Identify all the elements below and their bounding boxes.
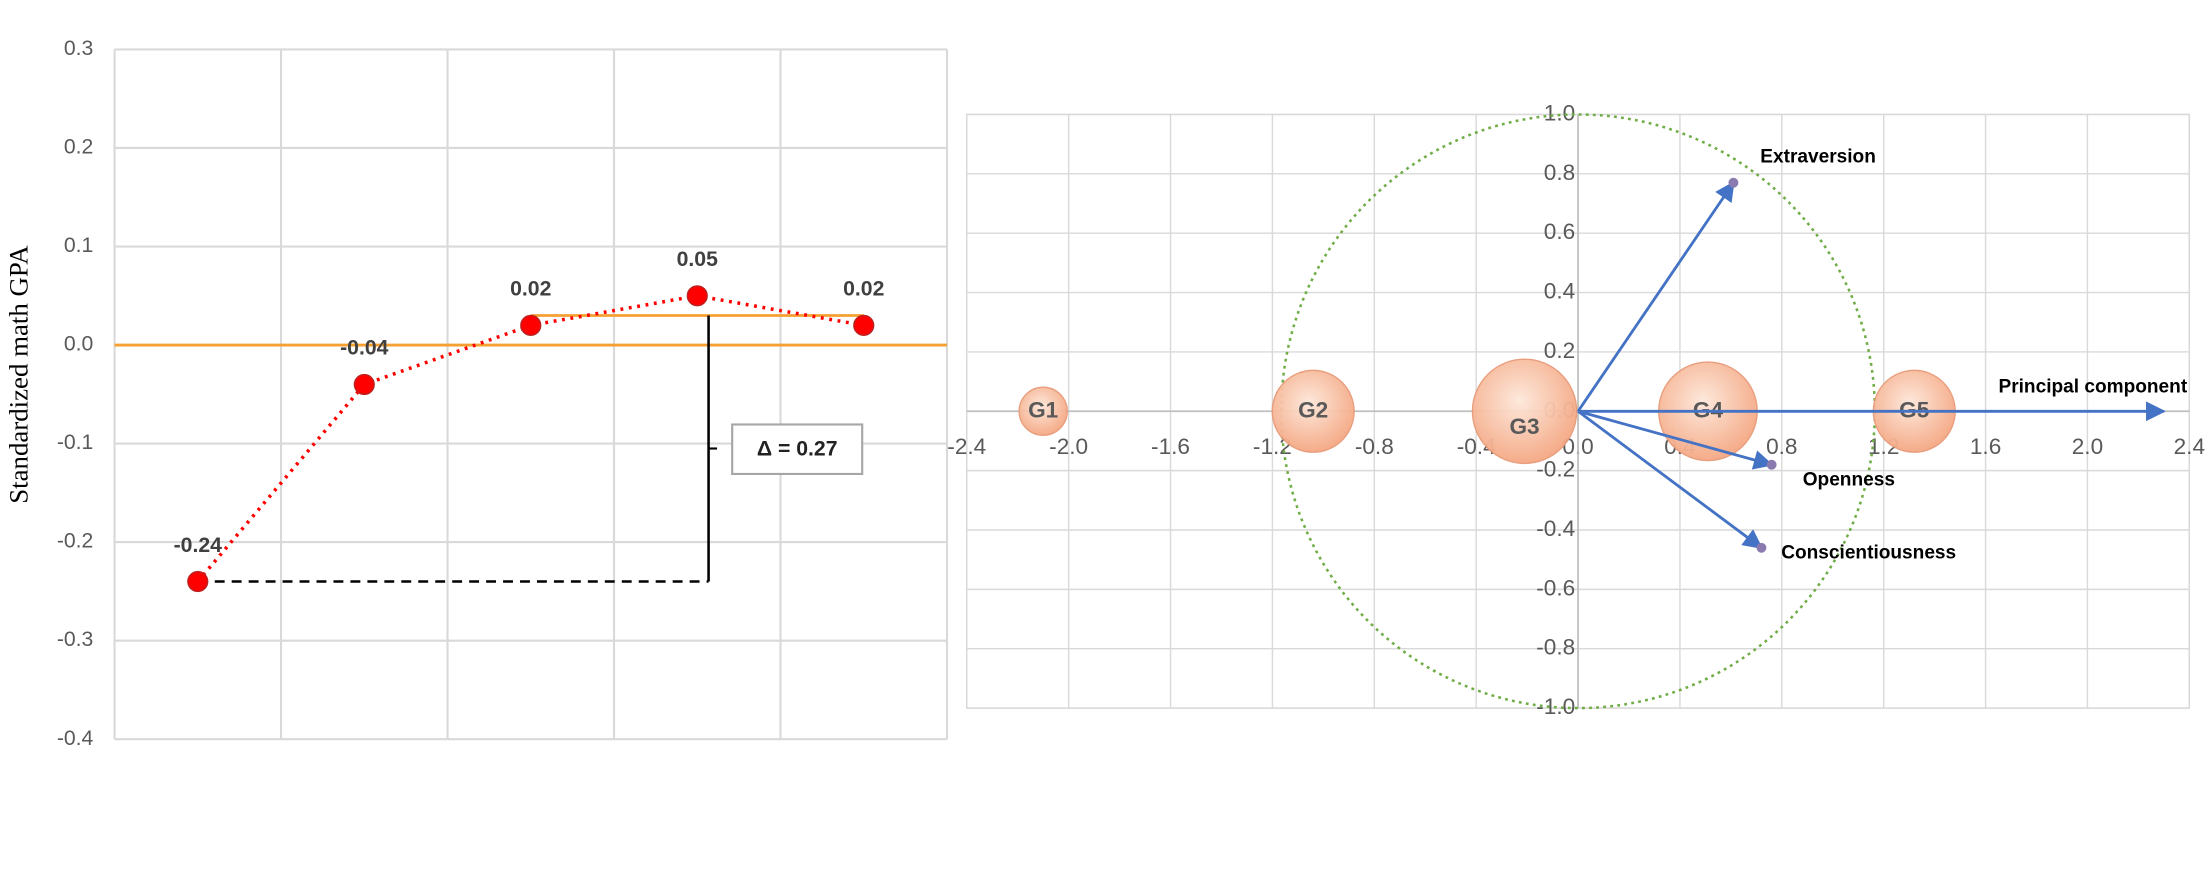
x-tick-label: 2.0 — [2072, 434, 2103, 459]
y-tick-label: -0.3 — [57, 628, 94, 651]
x-tick-label: 1.6 — [1970, 434, 2001, 459]
bubble — [1271, 369, 1355, 453]
bubble — [1471, 358, 1578, 465]
vector — [1577, 409, 1774, 470]
bubble — [1018, 386, 1068, 437]
annotation-box — [731, 423, 864, 476]
y-tick-label: 0.0 — [64, 333, 93, 356]
data-label: -0.24 — [174, 534, 223, 557]
y-tick-label: 0.4 — [1544, 279, 1575, 304]
x-tick-label: -1.6 — [1151, 434, 1190, 459]
vector-label: Conscientiousness — [1781, 543, 1956, 564]
x-tick-label: 2.4 — [2174, 434, 2205, 459]
vector-label: Principal component — [1998, 376, 2187, 397]
y-tick-label: -0.6 — [1536, 575, 1575, 600]
data-point — [187, 570, 209, 593]
x-tick-label: -2.0 — [1049, 434, 1088, 459]
vector-label: Openness — [1803, 469, 1895, 490]
y-tick-label: -0.4 — [1536, 516, 1575, 541]
vector — [1577, 410, 1764, 549]
bubble-label: G4 — [1693, 397, 1724, 422]
x-tick-label: 0.8 — [1766, 434, 1797, 459]
data-label: 0.02 — [843, 278, 884, 301]
data-point — [353, 373, 375, 396]
data-label: 0.02 — [510, 278, 551, 301]
vector-tip — [1756, 542, 1767, 553]
data-point — [520, 314, 542, 336]
x-tick-label: -2.4 — [947, 434, 986, 459]
vector-tip — [1728, 177, 1739, 188]
y-tick-label: 0.3 — [64, 37, 93, 60]
data-point — [853, 314, 875, 336]
y-tick-label: -0.2 — [57, 530, 94, 553]
vector — [1576, 181, 1735, 413]
bubble-label: G1 — [1028, 397, 1058, 422]
data-label: -0.04 — [340, 337, 389, 360]
annotation: Δ = 0.27 — [757, 438, 838, 461]
y-tick-label: 0.8 — [1544, 160, 1575, 185]
bubble-label: G2 — [1298, 397, 1328, 422]
y-tick-label: 0.2 — [1544, 338, 1575, 363]
y-tick-label: 0.2 — [64, 136, 93, 159]
vector-label: Extraversion — [1760, 146, 1876, 167]
bubble-label: G3 — [1509, 414, 1539, 439]
bubble-label: G5 — [1899, 397, 1929, 422]
vector-tip — [1766, 459, 1777, 470]
y-tick-label: -0.1 — [57, 431, 94, 454]
data-point — [686, 285, 708, 307]
y-axis-label: Standardized math GPA — [3, 245, 33, 504]
y-tick-label: 0.1 — [64, 234, 93, 257]
y-tick-label: 1.0 — [1544, 100, 1575, 125]
y-tick-label: -0.8 — [1536, 635, 1575, 660]
x-tick-label: -0.8 — [1355, 434, 1394, 459]
y-tick-label: 0.6 — [1544, 219, 1575, 244]
y-tick-label: -0.4 — [57, 727, 94, 750]
data-label: 0.05 — [677, 248, 718, 271]
